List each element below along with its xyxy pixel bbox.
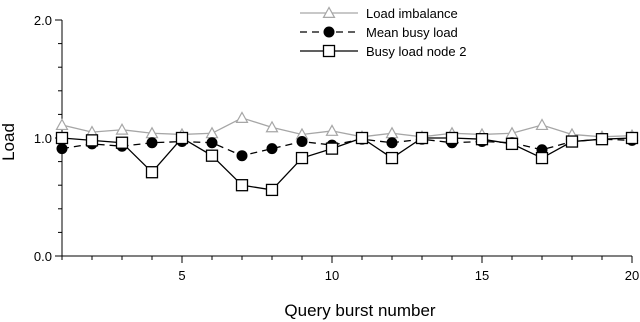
data-point-busy-load-node-2 bbox=[265, 183, 279, 197]
data-point-busy-load-node-2 bbox=[355, 131, 369, 145]
y-tick-label: 2.0 bbox=[34, 13, 52, 28]
data-point-load-imbalance bbox=[535, 118, 549, 131]
data-point-busy-load-node-2 bbox=[415, 131, 429, 145]
data-point-busy-load-node-2 bbox=[505, 137, 519, 151]
data-point-busy-load-node-2 bbox=[205, 149, 219, 162]
legend-marker-mean-busy-load bbox=[323, 26, 335, 38]
x-ticks: 5 10 15 20 bbox=[61, 256, 639, 283]
data-point-busy-load-node-2 bbox=[145, 166, 159, 179]
series-layer bbox=[55, 111, 639, 197]
data-point-busy-load-node-2 bbox=[625, 131, 639, 145]
x-tick-label: 5 bbox=[178, 268, 185, 283]
data-point-mean-busy-load bbox=[386, 137, 398, 149]
data-point-mean-busy-load bbox=[266, 143, 278, 155]
legend-item-mean-busy-load: Mean busy load bbox=[300, 25, 458, 40]
data-point-mean-busy-load bbox=[56, 143, 68, 155]
series-busy-load-node-2 bbox=[55, 131, 639, 197]
data-point-busy-load-node-2 bbox=[115, 136, 129, 149]
y-tick-label: 0.0 bbox=[34, 249, 52, 264]
legend-marker-busy-load-node-2 bbox=[322, 44, 336, 58]
data-point-busy-load-node-2 bbox=[475, 133, 489, 146]
series-line-load-imbalance bbox=[61, 117, 633, 138]
legend-item-load-imbalance: Load imbalance bbox=[300, 6, 458, 21]
data-point-busy-load-node-2 bbox=[55, 131, 69, 145]
data-point-load-imbalance bbox=[385, 126, 399, 139]
data-point-load-imbalance bbox=[205, 126, 219, 139]
data-point-load-imbalance bbox=[115, 123, 129, 135]
data-point-busy-load-node-2 bbox=[175, 131, 189, 145]
data-point-mean-busy-load bbox=[206, 137, 218, 149]
data-point-busy-load-node-2 bbox=[445, 131, 459, 145]
data-point-busy-load-node-2 bbox=[85, 134, 99, 147]
data-point-load-imbalance bbox=[265, 120, 279, 133]
data-point-busy-load-node-2 bbox=[535, 151, 549, 165]
legend-label-mean-busy-load: Mean busy load bbox=[366, 25, 458, 40]
axes: 5 10 15 20 0.0 1.0 2.0 bbox=[34, 13, 639, 283]
data-point-load-imbalance bbox=[325, 124, 339, 136]
series-load-imbalance bbox=[55, 111, 639, 142]
data-point-load-imbalance bbox=[235, 111, 249, 123]
data-point-busy-load-node-2 bbox=[385, 151, 399, 165]
series-mean-busy-load bbox=[56, 133, 638, 162]
legend-marker-load-imbalance bbox=[322, 6, 336, 18]
x-tick-label: 20 bbox=[625, 268, 639, 283]
data-point-busy-load-node-2 bbox=[295, 151, 309, 165]
x-axis-title: Query burst number bbox=[284, 301, 436, 320]
legend: Load imbalance Mean busy load Busy load no… bbox=[300, 6, 466, 59]
data-point-mean-busy-load bbox=[236, 150, 248, 162]
legend-label-busy-load-node-2: Busy load node 2 bbox=[366, 44, 466, 59]
data-point-mean-busy-load bbox=[146, 137, 158, 149]
data-point-load-imbalance bbox=[55, 118, 69, 131]
data-point-busy-load-node-2 bbox=[595, 133, 609, 146]
data-point-mean-busy-load bbox=[296, 136, 308, 148]
legend-label-load-imbalance: Load imbalance bbox=[366, 6, 458, 21]
x-tick-label: 15 bbox=[475, 268, 489, 283]
x-tick-label: 10 bbox=[325, 268, 339, 283]
y-tick-label: 1.0 bbox=[34, 131, 52, 146]
y-axis-title: Load bbox=[0, 123, 18, 161]
legend-item-busy-load-node-2: Busy load node 2 bbox=[300, 44, 466, 59]
data-point-busy-load-node-2 bbox=[235, 179, 249, 192]
data-point-busy-load-node-2 bbox=[565, 135, 579, 148]
data-point-busy-load-node-2 bbox=[325, 142, 339, 155]
y-ticks: 0.0 1.0 2.0 bbox=[34, 13, 62, 264]
